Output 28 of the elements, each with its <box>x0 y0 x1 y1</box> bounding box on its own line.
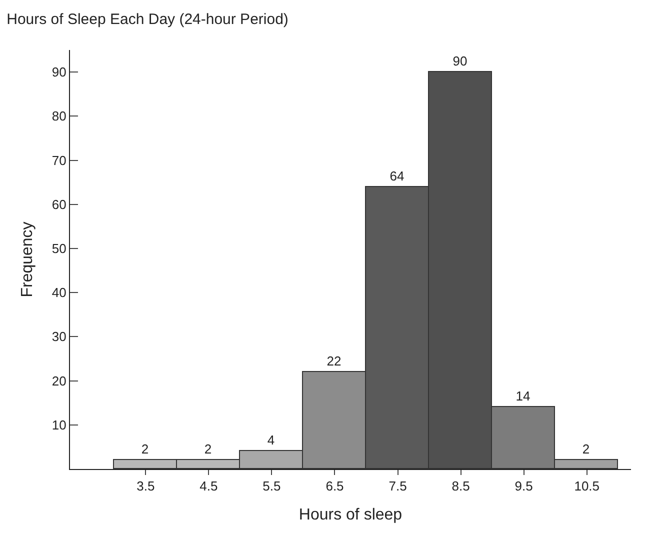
x-tick-label: 10.5 <box>574 478 600 494</box>
data-label: 90 <box>452 54 468 68</box>
x-tick-label: 4.5 <box>200 478 218 494</box>
x-tick-label: 8.5 <box>452 478 470 494</box>
x-tick-label: 9.5 <box>514 478 533 494</box>
data-label: 64 <box>390 168 404 184</box>
y-tick-label: 30 <box>52 329 66 344</box>
data-label: 22 <box>326 354 342 368</box>
y-tick-label: 60 <box>52 196 66 212</box>
y-tick-label: 20 <box>52 373 66 388</box>
y-tick-label: 50 <box>52 241 66 256</box>
x-tick-label: 6.5 <box>326 478 344 494</box>
data-label: 2 <box>204 442 212 456</box>
y-tick-label: 70 <box>52 152 66 168</box>
x-axis-title: Hours of sleep <box>298 506 402 524</box>
y-tick-label: 40 <box>52 285 66 300</box>
data-label: 14 <box>516 388 530 404</box>
y-axis-title: Frequency <box>18 222 36 298</box>
y-tick-label: 80 <box>52 108 66 124</box>
x-tick-label: 3.5 <box>136 478 155 494</box>
data-label: 2 <box>141 442 149 456</box>
x-tick-label: 5.5 <box>262 478 281 494</box>
data-label: 2 <box>582 442 590 456</box>
data-label: 4 <box>267 432 275 448</box>
chart-title: Hours of Sleep Each Day (24-hour Period) <box>6 10 288 28</box>
x-tick-label: 7.5 <box>388 478 407 494</box>
y-tick-label: 90 <box>52 64 66 80</box>
y-tick-label: 10 <box>52 417 66 432</box>
